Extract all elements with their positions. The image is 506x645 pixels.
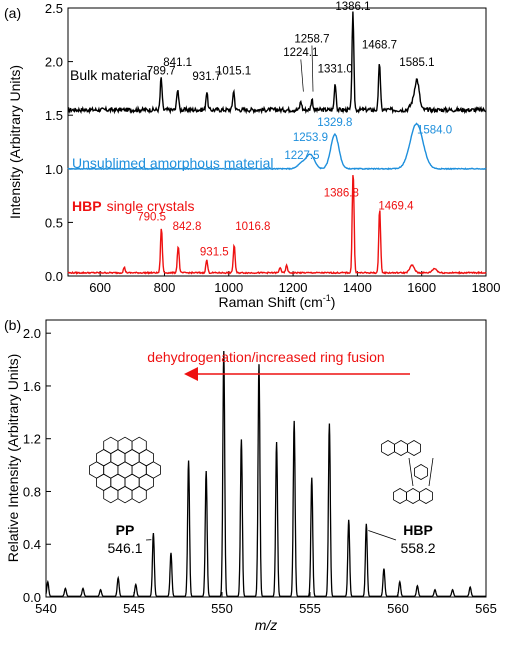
hbp-leader-line (368, 530, 397, 541)
a-y-tick-label: 1.0 (45, 162, 63, 177)
molecule-hbp-mz: 558.2 (400, 540, 435, 556)
a-peak-label: 1227.5 (284, 150, 319, 162)
a-peak-label: 1585.1 (399, 57, 434, 69)
a-series-line (67, 11, 487, 115)
a-peak-label: 1386.8 (324, 188, 359, 200)
annotation-arrowhead (184, 367, 198, 381)
b-y-tick-label: 1.2 (23, 432, 41, 447)
a-y-tick-label: 0.0 (45, 269, 63, 284)
benzene-ring (381, 440, 395, 456)
panel-a-y-axis: 0.0 0.5 1.0 1.5 2.0 2.5 (45, 1, 73, 284)
a-peak-label: 790.5 (137, 211, 166, 223)
a-leader-line (311, 45, 314, 92)
a-x-tick-label: 1000 (214, 280, 243, 295)
panel-b-label: (b) (4, 317, 21, 333)
panel-a-series (67, 11, 487, 275)
a-peak-label: 1253.9 (293, 132, 328, 144)
panel-a-y-axis-label: Intensity (Arbitrary Units) (7, 65, 23, 219)
molecule-pp-name: PP (116, 522, 135, 538)
a-peak-label: 1386.1 (335, 1, 370, 13)
b-x-tick-label: 560 (387, 601, 409, 616)
legend-unsublimed-amorphous: Unsublimed amorphous material (72, 155, 274, 171)
benzene-ring (103, 485, 119, 504)
benzene-ring (406, 488, 420, 504)
a-peak-label: 1468.7 (362, 40, 397, 52)
a-y-tick-label: 0.5 (45, 215, 63, 230)
benzene-ring (407, 440, 421, 456)
legend-bulk-material: Bulk material (70, 67, 151, 83)
a-peak-label: 931.5 (200, 247, 229, 259)
a-y-tick-label: 2.0 (45, 55, 63, 70)
a-peak-label: 1469.4 (378, 201, 414, 213)
panel-b-series (45, 350, 486, 597)
a-peak-label: 842.8 (173, 221, 202, 233)
b-series-line (45, 350, 486, 597)
panel-b-x-axis: 540 545 550 555 560 565 (35, 592, 497, 616)
a-x-tick-label: 1200 (279, 280, 308, 295)
panel-a-x-axis-label: Raman Shift (cm-1) (219, 293, 336, 310)
panel-b-frame (45, 319, 487, 598)
a-peak-label: 1331.0 (318, 63, 353, 75)
a-peak-label: 1584.0 (417, 124, 452, 136)
a-peak-label: 1258.7 (294, 33, 329, 45)
a-x-tick-label: 800 (154, 280, 176, 295)
b-y-tick-label: 0.4 (23, 537, 41, 552)
a-peak-label: 1015.1 (216, 65, 251, 77)
b-x-tick-label: 565 (475, 601, 497, 616)
annotation-text: dehydrogenation/increased ring fusion (147, 349, 384, 365)
a-peak-label: 1329.8 (317, 117, 352, 129)
a-peak-label: 931.7 (192, 71, 221, 83)
a-series-line (67, 175, 487, 275)
a-peak-label: 789.7 (147, 65, 176, 77)
legend-hbp-single-crystals: HBP single crystals (72, 198, 194, 214)
benzene-ring (394, 440, 408, 456)
molecule-pp-mz: 546.1 (107, 540, 142, 556)
panel-b-y-axis-label: Relative Intensity (Arbitrary Units) (5, 354, 21, 563)
benzene-ring (419, 488, 433, 504)
b-x-tick-label: 540 (35, 601, 57, 616)
panel-b: (b) 540 545 550 555 560 565 0.0 0.4 0.8 1.2 1.6 2.… (4, 317, 497, 633)
benzene-ring (393, 488, 407, 504)
molecule-hbp-name: HBP (403, 522, 433, 538)
b-x-tick-label: 545 (123, 601, 145, 616)
a-x-tick-label: 1600 (407, 280, 436, 295)
panel-a-frame (67, 7, 487, 277)
a-y-tick-label: 1.5 (45, 108, 63, 123)
a-x-tick-label: 1400 (343, 280, 372, 295)
benzene-ring (131, 485, 147, 504)
b-x-tick-label: 550 (211, 601, 233, 616)
bridge-bond (428, 457, 434, 487)
panel-b-x-axis-label: m/z (255, 617, 278, 633)
a-peak-label: 841.1 (163, 57, 192, 69)
b-x-tick-label: 555 (299, 601, 321, 616)
bridge-bond (408, 457, 414, 487)
legend-hbp-rest: single crystals (107, 198, 195, 214)
benzene-ring (414, 464, 428, 480)
annotation-arrow (184, 367, 410, 381)
a-y-tick-label: 2.5 (45, 1, 63, 16)
a-leader-line (300, 59, 304, 92)
benzene-ring (117, 485, 133, 504)
hbp-molecule-structure (381, 440, 434, 504)
panel-a-label: (a) (4, 5, 21, 21)
a-peak-label: 1016.8 (235, 221, 270, 233)
b-y-tick-label: 2.0 (23, 326, 41, 341)
b-y-tick-label: 0.0 (23, 590, 41, 605)
pp-molecule-structure (89, 436, 161, 504)
a-series-line (67, 122, 487, 171)
panel-a-x-axis: 600 800 1000 1200 1400 1600 1800 (89, 271, 500, 295)
b-y-tick-label: 0.8 (23, 484, 41, 499)
a-peak-label: 1224.1 (283, 47, 318, 59)
b-y-tick-label: 1.6 (23, 379, 41, 394)
a-x-tick-label: 1800 (472, 280, 501, 295)
panel-a: (a) 600 800 1000 1200 1400 1600 1800 0.0 0.5 1.0… (4, 1, 500, 310)
a-x-tick-label: 600 (89, 280, 111, 295)
panel-b-y-axis: 0.0 0.4 0.8 1.2 1.6 2.0 (23, 326, 51, 605)
legend-hbp-bold: HBP (72, 198, 102, 214)
